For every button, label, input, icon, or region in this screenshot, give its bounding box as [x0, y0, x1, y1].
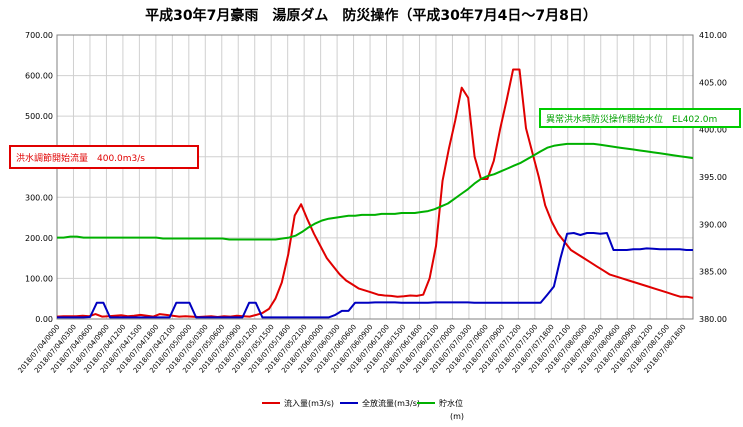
y-left-tick-label: 200.00: [25, 234, 53, 243]
legend-label: 全放流量(m3/s): [362, 398, 420, 408]
series-lines: [56, 68, 694, 319]
y-axis-right: 380.00 385.00 390.00 395.00 400.00 405.00 410.…: [699, 31, 727, 324]
y-left-tick-label: 500.00: [25, 112, 53, 121]
series-line-3: [57, 142, 694, 241]
plot-area-border: [56, 34, 694, 320]
y-right-tick-label: 410.00: [699, 31, 727, 40]
series-line-2: [57, 232, 693, 319]
inflow-annotation-box: [9, 145, 199, 169]
y-left-tick-label: 300.00: [25, 193, 53, 202]
legend-unit: (m): [450, 412, 464, 421]
chart-title: 平成30年7月豪雨 湯原ダム 防災操作（平成30年7月4日～7月8日）: [145, 7, 597, 24]
series-line-1: [56, 68, 694, 318]
legend: 流入量(m3/s) 全放流量(m3/s) 貯水位 (m): [262, 398, 464, 421]
y-right-tick-label: 390.00: [699, 220, 727, 229]
legend-label: 貯水位: [439, 398, 463, 408]
y-left-tick-label: 700.00: [25, 31, 53, 40]
x-axis: 2018/07/04/00002018/07/04/03002018/07/04…: [16, 323, 687, 375]
y-axis-left: 0.00100.00200.00300.00400.00500.00600.00…: [25, 31, 53, 324]
inflow-annotation-label: 洪水調節開始流量 400.0m3/s: [16, 152, 145, 164]
annotations: 洪水調節開始流量 400.0m3/s 異常洪水時防災操作開始水位 EL402.0…: [9, 108, 741, 169]
y-right-tick-label: 395.00: [699, 173, 727, 182]
grid-lines: [56, 34, 694, 320]
y-left-tick-label: 0.00: [35, 315, 53, 324]
level-annotation-label: 異常洪水時防災操作開始水位 EL402.0m: [546, 113, 717, 125]
y-left-tick-label: 100.00: [25, 274, 53, 283]
y-right-tick-label: 405.00: [699, 78, 727, 87]
level-annotation-box: [539, 108, 741, 128]
y-right-tick-label: 380.00: [699, 315, 727, 324]
legend-label: 流入量(m3/s): [284, 398, 334, 408]
y-right-tick-label: 400.00: [699, 126, 727, 135]
y-right-tick-label: 385.00: [699, 268, 727, 277]
y-left-tick-label: 600.00: [25, 72, 53, 81]
